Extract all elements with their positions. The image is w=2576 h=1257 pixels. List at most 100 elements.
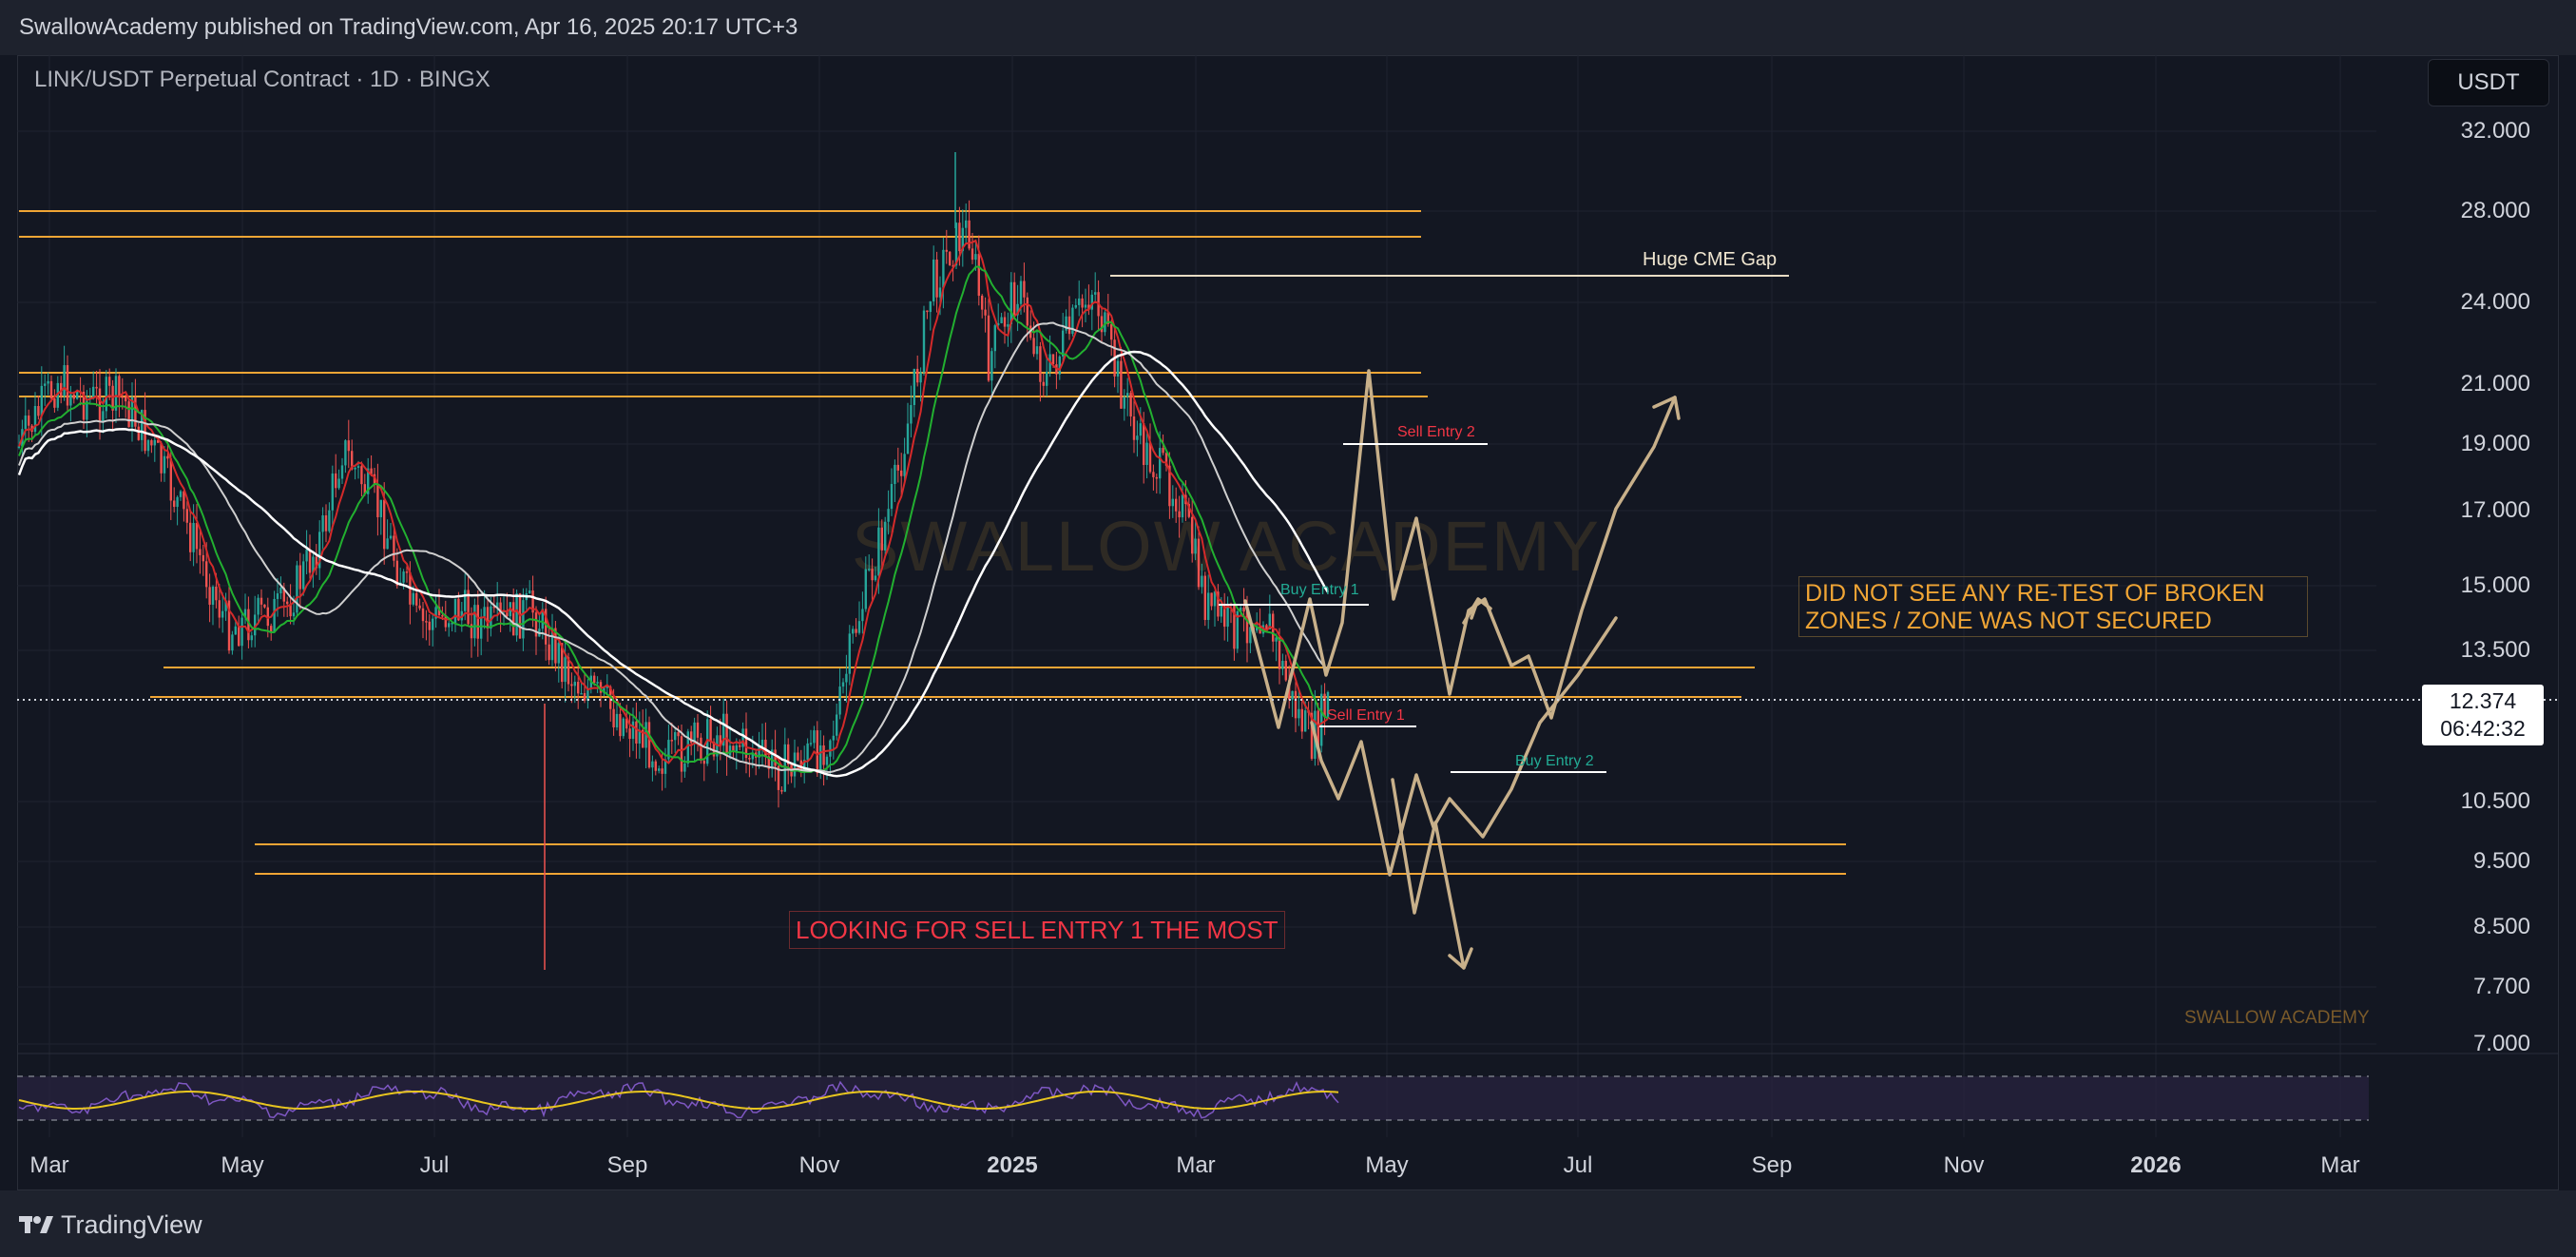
rsi-line (18, 1080, 1339, 1119)
time-tick-label: Mar (1176, 1152, 1216, 1178)
ma-gray (18, 321, 1329, 774)
time-tick-label: May (221, 1152, 264, 1178)
candle-body (1233, 604, 1236, 649)
symbol-title[interactable]: LINK/USDT Perpetual Contract · 1D · BING… (34, 67, 490, 92)
candle-body (612, 708, 615, 728)
candle-body (386, 538, 389, 550)
time-tick-label: Sep (1751, 1152, 1793, 1178)
candle-body (1207, 592, 1210, 620)
candle-body (1164, 453, 1168, 466)
cme-gap-label[interactable]: Huge CME Gap (1643, 249, 1778, 270)
candle-body (554, 628, 557, 664)
candle-body (428, 621, 431, 630)
corner-watermark: SWALLOW ACADEMY (2184, 1008, 2370, 1028)
candle-body (483, 607, 486, 617)
candle-body (816, 730, 818, 774)
candle-body (331, 473, 334, 511)
candle-body (1213, 591, 1217, 607)
candle-body (809, 743, 813, 745)
buy-entry-2-label[interactable]: Buy Entry 2 (1515, 753, 1594, 769)
candle-body (354, 467, 356, 470)
candle-body (997, 322, 1000, 326)
candle-body (1035, 346, 1039, 355)
candle-body (1019, 280, 1023, 304)
candle-body (257, 597, 260, 615)
projection-arrowhead (1652, 396, 1681, 420)
time-tick-label: May (1365, 1152, 1409, 1178)
entry-lines (1219, 443, 1606, 773)
candle-body (1058, 356, 1061, 375)
candle-body (328, 510, 331, 532)
retest-note[interactable]: DID NOT SEE ANY RE-TEST OF BROKEN ZONES … (1798, 576, 2308, 637)
candle-body (1100, 316, 1104, 333)
candle-body (499, 602, 502, 613)
candle-body (1136, 435, 1139, 440)
currency-button[interactable]: USDT (2428, 59, 2549, 106)
candle-body (981, 296, 984, 310)
price-tick-label: 10.500 (2460, 788, 2530, 814)
candle-body (82, 392, 86, 420)
candle-body (150, 440, 153, 446)
candle-body (1304, 710, 1307, 732)
chart-pane[interactable] (17, 55, 2559, 1190)
tradingview-logo[interactable]: TradingView (19, 1209, 202, 1240)
candle-body (919, 372, 922, 383)
price-tick-label: 7.700 (2472, 974, 2530, 999)
candle-body (857, 621, 861, 633)
candle-body (1143, 423, 1145, 465)
candle-body (622, 718, 625, 737)
candle-body (457, 598, 460, 621)
candle-body (606, 687, 608, 688)
candle-body (1078, 298, 1081, 305)
projection-path-c (1391, 778, 1473, 970)
candle-body (1032, 338, 1035, 355)
price-tick-label: 15.000 (2460, 572, 2530, 598)
candle-body (383, 499, 386, 550)
sell-entry-2-label[interactable]: Sell Entry 2 (1397, 424, 1475, 440)
candle-body (586, 687, 589, 701)
candle-body (144, 410, 146, 452)
candle-body (337, 478, 340, 489)
price-tick-label: 17.000 (2460, 497, 2530, 523)
ma-green (18, 265, 1329, 774)
candle-body (1326, 691, 1330, 717)
candle-body (376, 483, 379, 517)
candle-body (234, 626, 237, 635)
candle-body (270, 626, 273, 632)
sell-focus-note[interactable]: LOOKING FOR SELL ENTRY 1 THE MOST (789, 911, 1285, 949)
candle-body (564, 657, 567, 683)
candle-body (305, 549, 308, 562)
candle-body (434, 607, 437, 619)
buy-entry-1-label[interactable]: Buy Entry 1 (1280, 582, 1359, 598)
candle-body (1016, 303, 1019, 316)
candle-body (33, 406, 37, 433)
candle-body (722, 713, 725, 746)
candle-body (1291, 690, 1294, 700)
watermark-text: SWALLOW ACADEMY (852, 507, 1601, 586)
candle-body (389, 535, 393, 539)
candle-body (777, 765, 780, 790)
candle-body (1042, 381, 1045, 386)
candle-body (642, 729, 644, 748)
bar-countdown: 06:42:32 (2440, 716, 2526, 741)
candle-body (1217, 591, 1220, 617)
candle-body (577, 682, 580, 694)
candle-body (748, 758, 751, 760)
candle-body (1245, 611, 1249, 644)
candle-body (1201, 575, 1203, 588)
candle-body (254, 614, 257, 636)
candle-body (910, 404, 913, 424)
candle-body (118, 376, 121, 397)
candle-body (289, 604, 292, 617)
candle-body (1067, 316, 1071, 335)
candle-body (625, 718, 628, 729)
candle-body (286, 601, 289, 605)
candle-body (496, 602, 499, 609)
candle-body (949, 251, 952, 266)
candle-body (121, 396, 124, 398)
candle-body (250, 635, 253, 641)
sell-entry-1-label[interactable]: Sell Entry 1 (1327, 707, 1405, 724)
candle-body (894, 464, 896, 484)
candle-body (783, 744, 786, 792)
